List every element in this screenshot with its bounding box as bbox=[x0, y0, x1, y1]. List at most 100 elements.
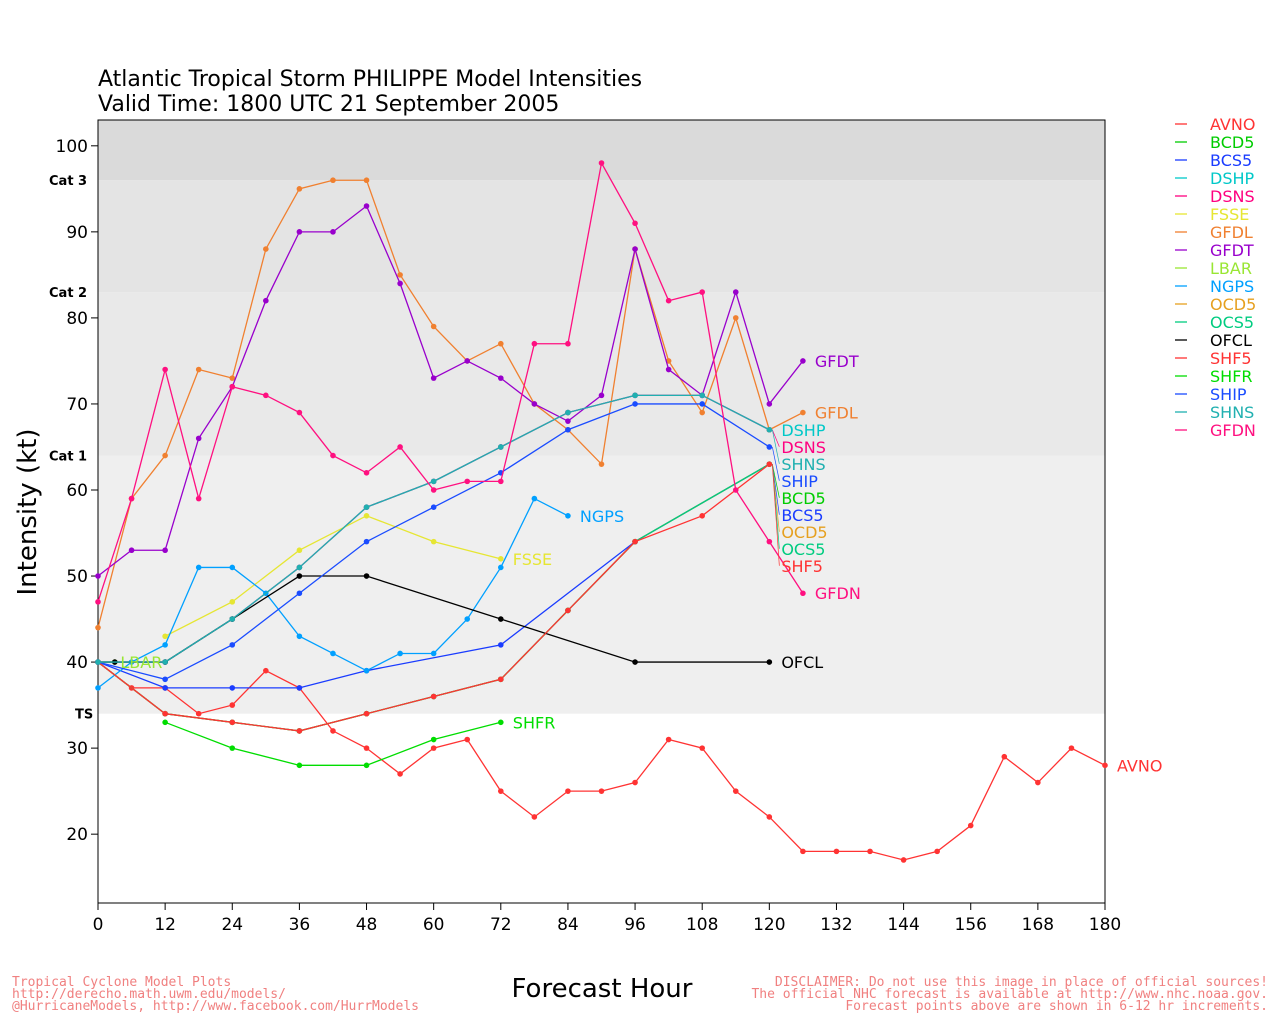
legend-entry: GFDT bbox=[1210, 241, 1254, 260]
series-end-label: GFDN bbox=[815, 584, 861, 603]
data-point-gfdn bbox=[95, 599, 101, 605]
data-point-bcs5 bbox=[296, 685, 303, 691]
data-point-ngps bbox=[195, 564, 202, 571]
data-point-avno bbox=[833, 848, 840, 855]
legend-entry: DSNS bbox=[1210, 187, 1255, 206]
x-tick-label: 84 bbox=[557, 915, 579, 935]
data-point-bcs5 bbox=[498, 642, 504, 648]
data-point-avno bbox=[766, 814, 773, 820]
data-point-ship bbox=[632, 401, 638, 407]
data-point-gfdt bbox=[766, 401, 773, 407]
label-leader-line bbox=[771, 429, 780, 464]
x-tick-label: 12 bbox=[154, 915, 176, 935]
data-point-ngps bbox=[363, 667, 370, 674]
data-point-gfdl bbox=[598, 461, 605, 467]
data-point-ngps bbox=[565, 513, 571, 519]
series-end-label: BCS5 bbox=[781, 506, 823, 525]
data-point-gfdn bbox=[531, 340, 538, 347]
data-point-ngps bbox=[95, 685, 101, 691]
data-point-ship bbox=[363, 538, 370, 545]
series-end-label: SHNS bbox=[781, 455, 825, 474]
data-point-fsse bbox=[229, 599, 236, 605]
data-point-ship bbox=[229, 642, 236, 648]
legend-entry: SHF5 bbox=[1210, 349, 1252, 368]
data-point-bcs5 bbox=[162, 685, 168, 691]
data-point-gfdt bbox=[162, 547, 168, 554]
data-point-avno bbox=[1102, 762, 1108, 769]
category-band bbox=[98, 180, 1105, 293]
legend-entry: OCD5 bbox=[1210, 295, 1256, 314]
data-point-ngps bbox=[397, 650, 403, 657]
category-label: Cat 1 bbox=[49, 450, 87, 465]
x-tick-label: 180 bbox=[1089, 915, 1121, 935]
x-axis-label: Forecast Hour bbox=[512, 974, 693, 1004]
data-point-shns bbox=[162, 659, 168, 665]
x-tick-label: 48 bbox=[356, 915, 378, 935]
data-point-avno bbox=[330, 728, 336, 734]
legend-entry: OCS5 bbox=[1210, 313, 1254, 332]
y-tick-label: 20 bbox=[66, 825, 88, 845]
disclaimer-line: The official NHC forecast is available a… bbox=[751, 987, 1268, 1002]
data-point-avno bbox=[732, 788, 739, 794]
data-point-shns bbox=[565, 409, 571, 416]
data-point-avno bbox=[263, 667, 269, 674]
series-end-label: BCD5 bbox=[781, 489, 825, 508]
y-tick-label: 80 bbox=[66, 309, 88, 329]
data-point-ngps bbox=[430, 650, 437, 657]
data-point-gfdt bbox=[397, 280, 403, 287]
series-end-label: GFDL bbox=[815, 404, 858, 423]
data-point-ngps bbox=[330, 650, 336, 657]
series-end-label: NGPS bbox=[580, 507, 624, 526]
data-point-gfdt bbox=[498, 375, 504, 381]
data-point-gfdl bbox=[195, 366, 202, 373]
data-point-avno bbox=[531, 814, 538, 820]
data-point-gfdn bbox=[464, 478, 471, 485]
footer-left: Tropical Cyclone Model Plots http://dere… bbox=[12, 976, 419, 1013]
data-point-ngps bbox=[531, 495, 538, 502]
data-point-avno bbox=[967, 822, 974, 829]
x-tick-label: 24 bbox=[221, 915, 243, 935]
label-leader-line bbox=[771, 446, 780, 481]
series-line-fsse bbox=[164, 515, 501, 637]
disclaimer-line: Forecast points above are shown in 6-12 … bbox=[845, 999, 1268, 1014]
legend-entry: LBAR bbox=[1210, 259, 1252, 278]
data-point-gfdl bbox=[699, 409, 705, 416]
data-point-shf5 bbox=[498, 676, 504, 683]
data-point-ngps bbox=[498, 564, 504, 571]
data-point-gfdn bbox=[632, 220, 638, 227]
data-point-avno bbox=[464, 736, 471, 743]
data-point-shns bbox=[766, 426, 773, 433]
category-band bbox=[98, 120, 1105, 181]
series-end-label: SHF5 bbox=[781, 557, 823, 576]
category-band bbox=[98, 455, 1105, 714]
data-point-gfdn bbox=[397, 444, 403, 450]
data-point-gfdl bbox=[95, 624, 101, 631]
data-point-ship bbox=[162, 676, 168, 683]
legend-entry: OFCL bbox=[1210, 331, 1252, 350]
data-point-shf5 bbox=[632, 538, 638, 545]
data-point-gfdt bbox=[95, 573, 101, 579]
data-point-shfr bbox=[430, 736, 437, 743]
y-tick-label: 40 bbox=[66, 653, 88, 673]
data-point-shns bbox=[95, 659, 101, 665]
data-point-avno bbox=[598, 788, 605, 794]
data-point-avno bbox=[363, 745, 370, 751]
series-end-label: OCD5 bbox=[781, 523, 827, 542]
data-point-gfdn bbox=[430, 487, 437, 493]
data-point-gfdl bbox=[263, 246, 269, 252]
data-point-ofcl bbox=[363, 573, 370, 579]
data-point-gfdn bbox=[195, 495, 202, 502]
x-tick-label: 168 bbox=[1022, 915, 1054, 935]
data-point-gfdt bbox=[296, 229, 303, 235]
category-label: Cat 2 bbox=[49, 286, 87, 301]
data-point-gfdl bbox=[363, 177, 370, 184]
data-point-shf5 bbox=[430, 693, 437, 700]
series-end-label: OFCL bbox=[781, 653, 823, 672]
data-point-avno bbox=[699, 745, 705, 751]
legend-entry: GFDN bbox=[1210, 421, 1256, 440]
data-point-gfdt bbox=[665, 366, 672, 373]
data-point-shf5 bbox=[565, 607, 571, 614]
data-point-ngps bbox=[464, 616, 471, 622]
data-point-gfdn bbox=[800, 590, 806, 597]
data-point-gfdn bbox=[263, 392, 269, 399]
